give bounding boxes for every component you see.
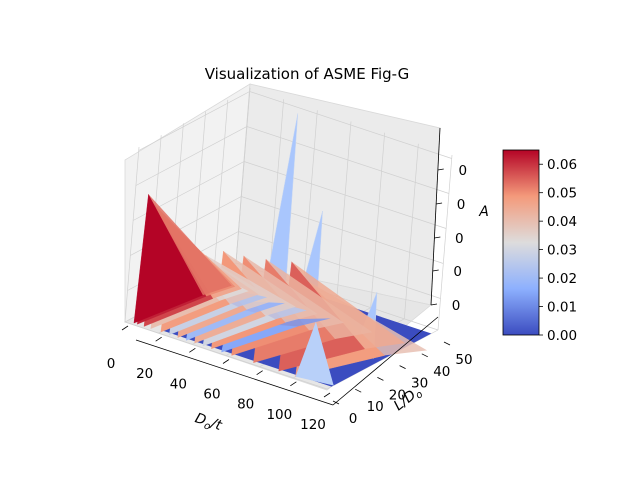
surface-front-fan — [295, 321, 334, 386]
z-axis-label: A — [478, 204, 489, 220]
surface-ridge-shade-3 — [243, 255, 344, 331]
chart-title: Visualization of ASME Fig-G — [205, 65, 410, 83]
colorbar-tick-6: 0.06 — [547, 157, 577, 173]
surface-ridge-shade-5 — [223, 251, 318, 323]
colorbar-tick-4: 0.04 — [547, 214, 577, 230]
z-tick-4: 0 — [458, 163, 467, 179]
z-tick-1: 0 — [453, 264, 462, 280]
x-tick-1: 20 — [136, 366, 153, 382]
y-tick-2: 20 — [389, 387, 406, 403]
surface-ridge-shade-2 — [265, 259, 373, 339]
x-tick-3: 60 — [203, 387, 220, 403]
colorbar-tick-1: 0.01 — [547, 300, 577, 316]
z-tick-0: 0 — [452, 298, 461, 314]
y-tick-0: 0 — [349, 411, 358, 427]
y-ticks: 0 10 20 30 40 50 — [332, 341, 473, 427]
z-tick-3: 0 — [457, 197, 466, 213]
y-tick-1: 10 — [367, 399, 384, 415]
z-tick-2: 0 — [455, 231, 464, 247]
colorbar-ticks: 0.00 0.01 0.02 0.03 0.04 0.05 0.06 — [539, 157, 577, 344]
y-axis-line — [332, 316, 439, 406]
colorbar-tick-2: 0.02 — [547, 271, 577, 287]
colorbar-tick-5: 0.05 — [547, 186, 577, 202]
x-tick-6: 120 — [300, 417, 326, 433]
z-axis-line — [430, 127, 441, 306]
x-tick-4: 80 — [237, 397, 254, 413]
colorbar — [502, 149, 540, 336]
surface-ridge-shade-15 — [148, 194, 232, 296]
y-tick-5: 50 — [455, 352, 472, 368]
y-tick-3: 30 — [411, 376, 428, 392]
x-tick-0: 0 — [107, 356, 116, 372]
y-tick-4: 40 — [433, 364, 450, 380]
z-ticks: 0 0 0 0 0 — [430, 163, 467, 314]
colorbar-tick-0: 0.00 — [547, 328, 577, 344]
x-tick-2: 40 — [170, 376, 187, 392]
colorbar-tick-3: 0.03 — [547, 243, 577, 259]
x-axis-label: Do/t — [192, 410, 224, 436]
x-ticks: 0 20 40 60 80 100 120 — [107, 325, 331, 433]
surface-ridge-15 — [133, 193, 204, 324]
surface-plot — [133, 113, 432, 387]
surface-ridge-shade-1 — [291, 261, 406, 349]
x-tick-5: 100 — [266, 407, 292, 423]
x-axis-line — [135, 339, 334, 406]
